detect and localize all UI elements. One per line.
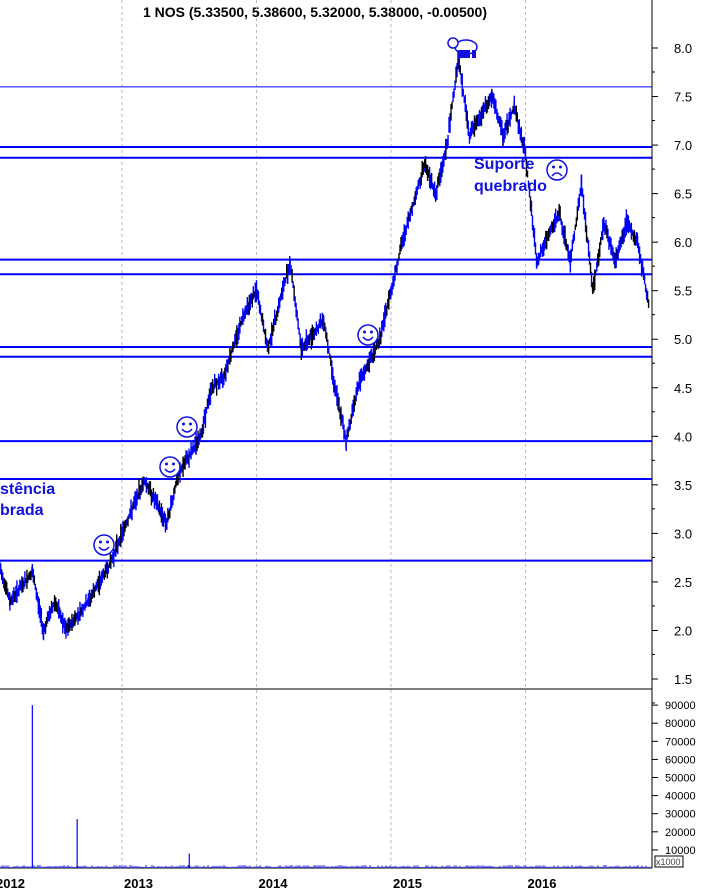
x-tick-label: 2012 <box>0 876 25 890</box>
volume-tick-label: 70000 <box>665 736 696 748</box>
volume-tick-label: 50000 <box>665 773 696 785</box>
volume-tick-label: 10000 <box>665 845 696 857</box>
smiley-icon <box>93 534 115 556</box>
volume-tick-label: 60000 <box>665 754 696 766</box>
volume-tick-label: 30000 <box>665 809 696 821</box>
support-label-line2: quebrado <box>474 178 547 195</box>
chart-title: 1 NOS (5.33500, 5.38600, 5.32000, 5.3800… <box>143 4 487 20</box>
volume-tick-label: 90000 <box>665 700 696 712</box>
y-tick-label: 6.0 <box>674 235 692 250</box>
y-tick-label: 3.5 <box>674 478 692 493</box>
y-tick-label: 1.5 <box>674 672 692 687</box>
support-label-line1: Suporte <box>474 156 535 173</box>
x-tick-label: 2013 <box>124 876 153 890</box>
smiley-icon <box>159 456 181 478</box>
volume-tick-label: 20000 <box>665 827 696 839</box>
smiley-icon <box>357 324 379 346</box>
bear-icon <box>447 37 478 58</box>
x-tick-label: 2014 <box>259 876 289 890</box>
y-tick-label: 3.0 <box>674 526 692 541</box>
x-tick-label: 2015 <box>393 876 422 890</box>
y-tick-label: 5.5 <box>674 284 692 299</box>
frown-icon <box>546 159 568 181</box>
y-tick-label: 2.0 <box>674 623 692 638</box>
x-tick-label: 2016 <box>528 876 557 890</box>
y-tick-label: 6.5 <box>674 187 692 202</box>
y-tick-label: 7.0 <box>674 138 692 153</box>
volume-unit-label: x1000 <box>656 857 681 867</box>
y-tick-label: 7.5 <box>674 90 692 105</box>
volume-tick-label: 80000 <box>665 718 696 730</box>
volume-tick-label: 40000 <box>665 791 696 803</box>
y-tick-label: 2.5 <box>674 575 692 590</box>
resistance-label-line2: brada <box>0 502 44 519</box>
y-tick-label: 5.0 <box>674 332 692 347</box>
resistance-label-line1: stência <box>0 481 55 498</box>
y-tick-label: 4.5 <box>674 381 692 396</box>
volume-unit-box <box>654 855 684 868</box>
y-tick-label: 8.0 <box>674 41 692 56</box>
y-tick-label: 4.0 <box>674 429 692 444</box>
smiley-icon <box>176 416 198 438</box>
